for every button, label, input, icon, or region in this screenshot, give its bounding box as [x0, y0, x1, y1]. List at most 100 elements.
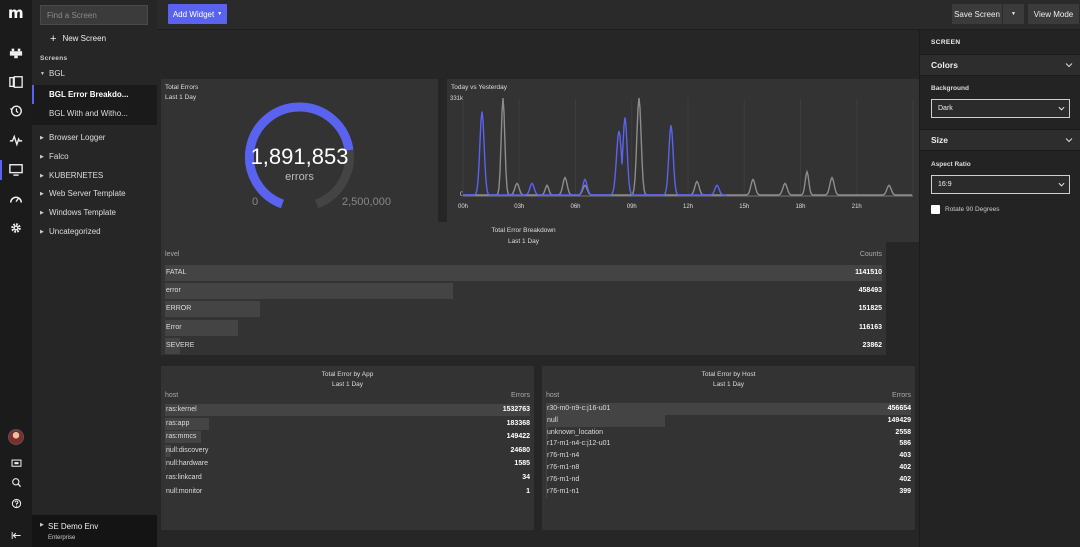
- table-row: ras:app 183368: [165, 417, 530, 430]
- save-options-button[interactable]: ▼: [1003, 4, 1024, 24]
- section-title: Size: [931, 135, 949, 145]
- row-value: 399: [899, 487, 911, 495]
- table-row: ERROR 151825: [165, 301, 882, 318]
- screen-icon[interactable]: [8, 162, 24, 178]
- table-row: error 458493: [165, 283, 882, 300]
- row-label: null:discovery: [166, 446, 209, 454]
- table-row: r76-m1-n8 402: [546, 462, 911, 474]
- size-section-toggle[interactable]: Size: [920, 129, 1080, 151]
- table-row: FATAL 1141510: [165, 265, 882, 281]
- sidebar-item-bgl-error-breakdown[interactable]: BGL Error Breakdo...: [32, 85, 157, 105]
- row-label: r76-m1-n8: [547, 464, 580, 471]
- row-label: error: [166, 287, 181, 295]
- widget-total-error-breakdown[interactable]: Total Error Breakdown Last 1 Day level C…: [161, 222, 886, 355]
- table-header: level Counts: [165, 251, 882, 258]
- search-icon[interactable]: [8, 474, 24, 490]
- chevron-down-icon: [1058, 106, 1065, 111]
- sidebar-group-bgl[interactable]: ▼ BGL: [40, 69, 65, 78]
- row-value: 403: [899, 452, 911, 460]
- row-value: 149429: [887, 416, 911, 424]
- new-screen-button[interactable]: + New Screen: [50, 33, 107, 44]
- pipeline-icon[interactable]: [8, 45, 24, 61]
- sidebar-group-label: Browser Logger: [49, 133, 106, 142]
- timeseries-chart: 00h 03h 06h 09h 12h 15h 18h 21h: [458, 97, 914, 210]
- x-tick-label: 09h: [627, 204, 637, 210]
- help-icon[interactable]: [8, 495, 24, 511]
- row-label: ras:mmcs: [166, 433, 197, 441]
- widget-total-error-by-host[interactable]: Total Error by Host Last 1 Day host Erro…: [542, 366, 915, 530]
- sidebar-item-bgl-with-and-without[interactable]: BGL With and Witho...: [32, 104, 157, 125]
- search-input[interactable]: [40, 5, 148, 25]
- caret-right-icon: ▶: [40, 172, 44, 179]
- pulse-icon[interactable]: [8, 132, 24, 148]
- row-label: null: [547, 416, 558, 424]
- chevron-down-icon: [1065, 138, 1073, 143]
- aspect-ratio-label: Aspect Ratio: [931, 161, 971, 168]
- background-select[interactable]: Dark: [931, 99, 1070, 118]
- widget-total-error-by-app[interactable]: Total Error by App Last 1 Day host Error…: [161, 366, 534, 530]
- brand-logo[interactable]: m: [8, 4, 24, 22]
- dashboard-cards-icon[interactable]: [8, 74, 24, 90]
- settings-heading: SCREEN: [931, 39, 961, 46]
- row-value: 116163: [859, 323, 882, 331]
- history-icon[interactable]: [8, 103, 24, 119]
- sidebar-group-uncategorized[interactable]: ▶ Uncategorized: [40, 227, 101, 236]
- caret-right-icon: ▶: [40, 153, 44, 160]
- collapse-icon[interactable]: [8, 527, 24, 543]
- save-screen-button[interactable]: Save Screen: [952, 4, 1002, 24]
- row-bar: [165, 319, 238, 336]
- widget-today-vs-yesterday[interactable]: Today vs Yesterday 331k 0 00h 03h 06h 09h 12…: [447, 79, 919, 242]
- table-row: r76-m1-nd 402: [546, 473, 911, 486]
- row-bar: [165, 301, 261, 318]
- chevron-down-icon: [1058, 182, 1065, 187]
- aspect-ratio-select[interactable]: 16:9: [931, 175, 1070, 194]
- add-widget-button[interactable]: Add Widget ▼: [168, 4, 227, 24]
- screens-heading: Screens: [40, 55, 68, 62]
- environment-switcher[interactable]: ▶ SE Demo Env Enterprise: [32, 515, 157, 547]
- table-row: ras:linkcard 34: [165, 472, 530, 484]
- x-tick-label: 12h: [683, 204, 693, 210]
- row-value: 34: [522, 474, 530, 481]
- table-row: r30-m0-n9-c:j16-u01 456654: [546, 403, 911, 415]
- screens-sidebar: + New Screen Screens ▼ BGL BGL Error Bre…: [32, 0, 157, 547]
- table-row: SEVERE 23862: [165, 337, 882, 354]
- sidebar-group-falco[interactable]: ▶ Falco: [40, 152, 69, 161]
- caret-right-icon: ▶: [40, 134, 44, 141]
- sidebar-group-kubernetes[interactable]: ▶ KUBERNETES: [40, 171, 103, 180]
- rotate-checkbox[interactable]: [931, 205, 940, 214]
- caret-down-icon: ▼: [40, 70, 45, 77]
- x-tick-label: 06h: [570, 204, 580, 210]
- column-header: level: [165, 251, 180, 258]
- sidebar-group-windows-template[interactable]: ▶ Windows Template: [40, 208, 116, 217]
- new-screen-label: New Screen: [62, 34, 107, 43]
- x-tick-label: 00h: [458, 204, 468, 210]
- gauge-chart: [245, 102, 354, 209]
- widget-total-errors[interactable]: Total Errors Last 1 Day 1,891,853 errors…: [161, 79, 438, 242]
- gear-icon[interactable]: [8, 220, 24, 236]
- display-icon[interactable]: [8, 455, 24, 471]
- row-value: 23862: [862, 341, 882, 349]
- row-value: 1141510: [855, 269, 882, 276]
- table-row: null:hardware 1585: [165, 458, 530, 471]
- speedometer-icon[interactable]: [8, 191, 24, 207]
- table-row: ras:kernel 1532763: [165, 404, 530, 416]
- caret-right-icon: ▶: [40, 522, 44, 528]
- column-header: Errors: [891, 392, 911, 399]
- sidebar-group-browser-logger[interactable]: ▶ Browser Logger: [40, 133, 105, 142]
- user-avatar[interactable]: [8, 429, 24, 445]
- rotate-checkbox-row[interactable]: Rotate 90 Degrees: [931, 205, 1000, 214]
- row-value: 2558: [895, 428, 911, 436]
- widget-title: Total Error by Host: [701, 371, 756, 378]
- sidebar-group-label: KUBERNETES: [49, 171, 104, 180]
- row-label: r76-m1-n1: [547, 487, 580, 495]
- column-header: Errors: [510, 392, 530, 399]
- view-mode-button[interactable]: View Mode: [1028, 4, 1079, 24]
- caret-down-icon: ▼: [217, 11, 223, 17]
- sidebar-group-web-server-template[interactable]: ▶ Web Server Template: [40, 189, 126, 198]
- table-row: Error 116163: [165, 319, 882, 336]
- environment-name: SE Demo Env: [48, 522, 99, 531]
- background-label: Background: [931, 85, 969, 92]
- widget-subtitle: Last 1 Day: [507, 238, 540, 245]
- widget-title: Today vs Yesterday: [451, 84, 508, 91]
- colors-section-toggle[interactable]: Colors: [920, 54, 1080, 76]
